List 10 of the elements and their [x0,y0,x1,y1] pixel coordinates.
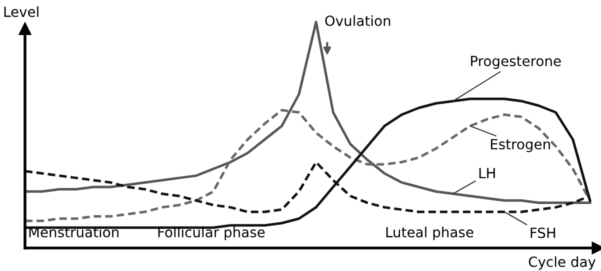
x-axis-title: Cycle day [528,256,596,270]
y-axis-title: Level [4,6,38,18]
series-label: Estrogen [490,139,550,152]
text: Progesterone [471,56,561,69]
annotation: Menstruation [29,226,118,238]
series-label: LH [479,168,495,178]
annotation: Follicular phase [158,226,265,240]
series-label: FSH [530,228,556,238]
annotation: Luteal phase [386,226,474,240]
annotation: Ovulation [325,15,390,26]
